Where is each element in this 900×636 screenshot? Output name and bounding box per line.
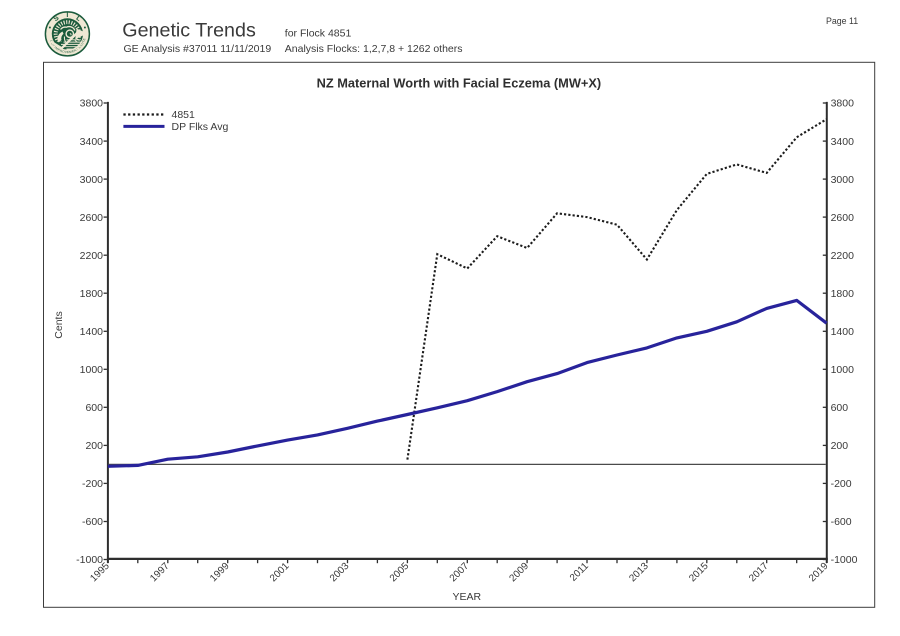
- svg-text:-1000: -1000: [76, 554, 103, 566]
- svg-text:1000: 1000: [831, 364, 855, 376]
- svg-text:-200: -200: [831, 478, 852, 490]
- svg-text:1999: 1999: [208, 560, 232, 584]
- svg-text:2011: 2011: [568, 560, 591, 583]
- svg-text:Page 11: Page 11: [826, 16, 858, 26]
- svg-text:3400: 3400: [80, 136, 104, 148]
- svg-text:2001: 2001: [268, 560, 292, 584]
- svg-text:2007: 2007: [448, 560, 472, 584]
- svg-text:-200: -200: [82, 478, 103, 490]
- svg-text:NZ Maternal Worth with Facial: NZ Maternal Worth with Facial Eczema (MW…: [317, 75, 602, 90]
- svg-text:2013: 2013: [627, 560, 651, 584]
- svg-text:Cents: Cents: [53, 311, 65, 338]
- svg-text:S: S: [53, 15, 61, 24]
- svg-text:1800: 1800: [831, 288, 855, 300]
- svg-text:GE Analysis #37011 11/11/2019: GE Analysis #37011 11/11/2019: [124, 43, 272, 55]
- svg-text:Genetic Trends: Genetic Trends: [122, 19, 256, 41]
- svg-text:1000: 1000: [80, 364, 104, 376]
- svg-text:3800: 3800: [80, 98, 104, 110]
- svg-text:3000: 3000: [80, 174, 104, 186]
- svg-text:1400: 1400: [80, 326, 104, 338]
- svg-text:4851: 4851: [172, 109, 196, 121]
- svg-text:2009: 2009: [508, 560, 532, 584]
- svg-text:1800: 1800: [80, 288, 104, 300]
- svg-text:2017: 2017: [747, 560, 771, 584]
- svg-text:2005: 2005: [388, 560, 412, 584]
- svg-text:200: 200: [85, 440, 103, 452]
- svg-text:600: 600: [831, 402, 849, 414]
- svg-text:I: I: [66, 12, 68, 19]
- svg-text:3400: 3400: [831, 136, 855, 148]
- svg-text:L: L: [75, 15, 83, 24]
- svg-text:DP Flks Avg: DP Flks Avg: [172, 121, 229, 133]
- svg-text:2600: 2600: [80, 212, 104, 224]
- svg-text:1997: 1997: [148, 560, 172, 584]
- svg-text:3000: 3000: [831, 174, 855, 186]
- svg-text:2015: 2015: [687, 560, 711, 584]
- svg-text:200: 200: [831, 440, 849, 452]
- svg-text:for Flock 4851: for Flock 4851: [285, 27, 352, 39]
- svg-text:600: 600: [85, 402, 103, 414]
- svg-text:2600: 2600: [831, 212, 855, 224]
- svg-text:3800: 3800: [831, 98, 855, 110]
- svg-text:1400: 1400: [831, 326, 855, 338]
- svg-text:2200: 2200: [80, 250, 104, 262]
- svg-text:-600: -600: [82, 516, 103, 528]
- svg-text:-1000: -1000: [831, 554, 858, 566]
- svg-text:YEAR: YEAR: [453, 591, 482, 603]
- svg-text:2200: 2200: [831, 250, 855, 262]
- svg-text:2019: 2019: [807, 560, 831, 584]
- svg-text:Analysis Flocks: 1,2,7,8 + 126: Analysis Flocks: 1,2,7,8 + 1262 others: [285, 43, 463, 55]
- svg-text:-600: -600: [831, 516, 852, 528]
- svg-text:2003: 2003: [328, 560, 352, 584]
